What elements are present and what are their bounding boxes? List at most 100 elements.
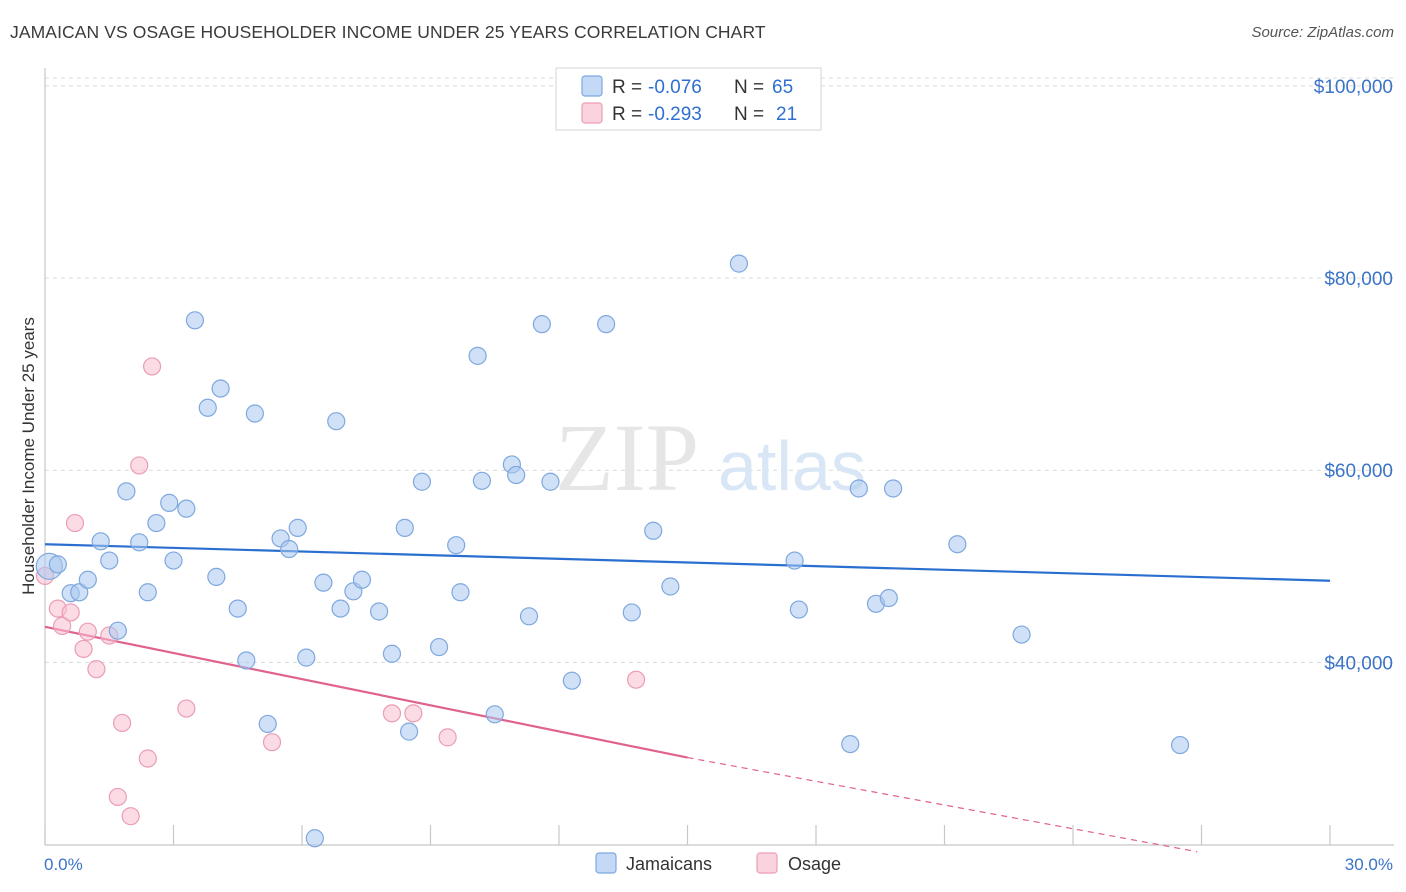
osage-point	[138, 749, 157, 768]
jamaicans-point	[207, 567, 226, 586]
jamaicans-point	[785, 551, 804, 570]
jamaicans-point	[314, 573, 333, 592]
jamaicans-point	[198, 398, 217, 417]
jamaicans-point	[130, 533, 149, 552]
osage-point	[177, 699, 196, 718]
jamaicans-point	[352, 570, 372, 589]
grid-layer	[45, 77, 1395, 663]
trendline-osage	[44, 625, 688, 759]
osage-point	[53, 616, 72, 635]
jamaicans-point	[661, 577, 680, 596]
x-tick-label-min: 0.0%	[44, 855, 83, 874]
jamaicans-point	[519, 607, 539, 626]
legend-r-label-2: R =	[612, 104, 642, 125]
jamaicans-point	[280, 539, 299, 559]
legend-swatch-jamaicans	[581, 75, 603, 97]
y-tick-label: $100,000	[1314, 77, 1393, 98]
jamaicans-point	[507, 465, 526, 485]
legend-bottom: Jamaicans Osage	[595, 852, 841, 874]
legend-r-value-1: -0.076	[648, 77, 702, 98]
jamaicans-point	[395, 518, 414, 537]
legend-r-label-1: R =	[612, 77, 642, 98]
x-tick-label-max: 30.0%	[1345, 855, 1393, 874]
watermark-zip: ZIP	[555, 404, 699, 511]
jamaicans-point	[297, 648, 316, 667]
y-tick-label: $80,000	[1324, 269, 1393, 290]
jamaicans-point	[305, 829, 324, 848]
jamaicans-point	[245, 404, 264, 423]
jamaicans-point	[532, 315, 551, 334]
jamaicans-point	[849, 479, 868, 498]
jamaicans-point	[879, 588, 898, 608]
osage-point	[78, 622, 97, 641]
osage-point	[262, 733, 282, 752]
jamaicans-point	[258, 714, 277, 734]
jamaicans-point	[1170, 735, 1190, 755]
legend-bottom-swatch-osage	[756, 852, 778, 874]
jamaicans-point	[597, 315, 616, 334]
legend-n-value-2: 21	[776, 104, 797, 125]
jamaicans-point	[447, 536, 466, 555]
jamaicans-point	[729, 254, 749, 273]
osage-point	[438, 728, 457, 747]
jamaicans-point	[160, 493, 179, 512]
jamaicans-point	[468, 346, 487, 365]
trendline-osage-extrapolated	[687, 756, 1198, 853]
osage-point	[142, 357, 162, 376]
points-layer	[35, 254, 1190, 848]
jamaicans-point	[331, 599, 350, 618]
osage-point	[382, 704, 402, 723]
legend-n-value-1: 65	[772, 77, 793, 98]
legend-bottom-label-osage: Osage	[788, 854, 841, 874]
jamaicans-point	[644, 521, 663, 540]
jamaicans-point	[622, 603, 641, 622]
jamaicans-point	[70, 583, 89, 602]
osage-point	[130, 456, 149, 475]
y-tick-label: $40,000	[1324, 653, 1393, 674]
jamaicans-point	[883, 479, 903, 498]
jamaicans-point	[48, 555, 67, 574]
jamaicans-point	[382, 644, 402, 663]
osage-point	[61, 603, 80, 622]
jamaicans-point	[327, 412, 346, 431]
watermark-atlas: atlas	[718, 427, 866, 505]
jamaicans-point	[1012, 625, 1031, 644]
osage-point	[112, 713, 132, 733]
jamaicans-point	[185, 311, 205, 330]
osage-point	[74, 639, 93, 659]
axis-layer	[44, 68, 1394, 846]
y-axis-title: Householder Income Under 25 years	[19, 317, 38, 595]
legend-n-label-1: N =	[734, 77, 764, 98]
trendline-jamaicans	[44, 543, 1331, 582]
jamaicans-point	[164, 551, 183, 570]
legend-bottom-label-jamaicans: Jamaicans	[626, 854, 712, 874]
legend-swatch-osage	[581, 102, 603, 124]
jamaicans-point	[91, 532, 110, 551]
legend-top: R = -0.076 N = 65 R = -0.293 N = 21	[555, 67, 822, 131]
jamaicans-point	[399, 722, 419, 741]
jamaicans-point	[147, 513, 166, 533]
jamaicans-point	[370, 602, 389, 621]
jamaicans-point	[789, 600, 808, 619]
watermark: ZIP atlas	[555, 404, 866, 511]
y-tick-labels: $40,000 $60,000 $80,000 $100,000	[1314, 77, 1393, 675]
jamaicans-point	[138, 583, 157, 602]
legend-n-label-2: N =	[734, 104, 764, 125]
jamaicans-point	[412, 472, 432, 491]
jamaicans-point	[541, 472, 560, 491]
jamaicans-point	[108, 621, 127, 640]
y-tick-label: $60,000	[1324, 461, 1393, 482]
jamaicans-point	[429, 637, 449, 657]
jamaicans-point	[288, 518, 307, 537]
jamaicans-point	[948, 535, 967, 554]
jamaicans-point	[228, 599, 247, 618]
chart-source: Source: ZipAtlas.com	[1251, 24, 1394, 41]
jamaicans-point	[451, 583, 470, 602]
osage-point	[121, 807, 140, 826]
jamaicans-point	[78, 570, 97, 589]
trend-layer	[44, 543, 1331, 853]
jamaicans-point	[177, 499, 196, 518]
jamaicans-point	[841, 734, 860, 754]
osage-point	[626, 670, 646, 689]
